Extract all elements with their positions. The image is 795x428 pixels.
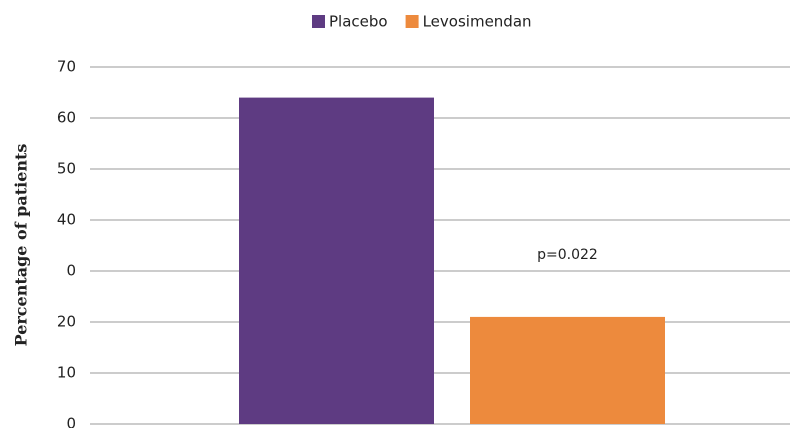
y-tick-label: 0 (66, 262, 76, 280)
legend-swatch (312, 15, 325, 28)
y-tick-label: 50 (57, 160, 76, 178)
legend-swatch (405, 15, 419, 28)
y-tick-label: 20 (57, 313, 76, 331)
legend-label: Levosimendan (423, 13, 532, 31)
y-tick-label: 60 (57, 109, 76, 127)
y-tick-label: 0 (66, 415, 76, 428)
y-tick-label: 70 (57, 58, 76, 76)
y-tick-label: 10 (57, 364, 76, 382)
legend-label: Placebo (329, 13, 388, 31)
y-tick-label: 40 (57, 211, 76, 229)
bar (239, 97, 434, 424)
annotation: p=0.022 (537, 247, 598, 263)
y-axis-label: Percentage of patients (12, 144, 31, 347)
bar (470, 316, 665, 424)
